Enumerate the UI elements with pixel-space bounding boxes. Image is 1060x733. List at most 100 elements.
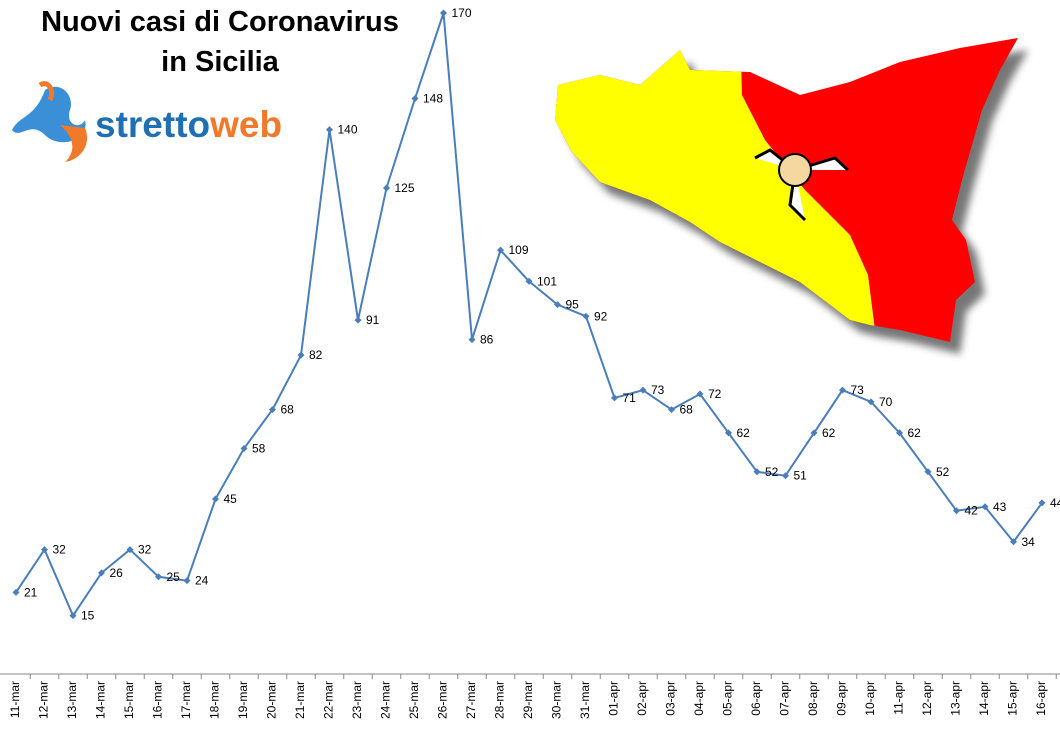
data-label: 82	[309, 348, 323, 362]
x-tick-label: 03-apr	[664, 681, 678, 716]
x-tick-label: 15-apr	[1006, 681, 1020, 716]
data-label: 170	[452, 6, 472, 20]
data-point	[354, 316, 362, 324]
x-tick-label: 09-apr	[835, 681, 849, 716]
data-label: 71	[623, 391, 637, 405]
x-tick-label: 16-apr	[1034, 681, 1048, 716]
data-point	[782, 472, 789, 480]
data-label: 68	[680, 403, 694, 417]
x-tick-label: 30-mar	[550, 681, 564, 719]
data-point	[269, 406, 276, 414]
logo-icon	[12, 81, 88, 162]
data-point	[525, 277, 533, 285]
x-tick-label: 25-mar	[407, 681, 421, 719]
data-point	[183, 577, 191, 585]
data-label: 86	[480, 333, 494, 347]
data-label: 15	[81, 609, 95, 623]
x-tick-label: 28-mar	[493, 681, 507, 719]
x-tick-label: 11-apr	[892, 681, 906, 715]
data-point	[411, 95, 419, 103]
x-tick-label: 11-mar	[8, 681, 22, 718]
x-tick-label: 27-mar	[464, 681, 478, 719]
data-label: 148	[423, 92, 443, 106]
x-tick-label: 14-apr	[977, 681, 991, 716]
data-label: 25	[167, 570, 181, 584]
data-point	[440, 9, 447, 17]
chart-title: Nuovi casi di Coronavirus in Sicilia	[41, 6, 399, 78]
data-label: 62	[737, 426, 751, 440]
logo-text: strettoweb	[95, 104, 282, 145]
data-label: 91	[366, 313, 380, 327]
data-point	[155, 573, 162, 581]
x-tick-label: 24-mar	[379, 681, 393, 719]
data-point	[554, 301, 561, 309]
data-point	[924, 468, 932, 476]
x-tick-label: 23-mar	[350, 681, 364, 719]
x-tick-label: 18-mar	[208, 681, 222, 719]
x-tick-label: 17-mar	[179, 681, 193, 719]
data-label: 70	[879, 395, 893, 409]
data-point	[810, 429, 818, 437]
data-point	[839, 386, 846, 394]
sicily-map	[555, 38, 1028, 354]
x-tick-label: 20-mar	[265, 681, 279, 719]
data-point	[326, 126, 333, 134]
x-tick-label: 04-apr	[692, 681, 706, 716]
data-label: 95	[566, 298, 580, 312]
data-point	[867, 398, 875, 406]
x-tick-label: 29-mar	[521, 681, 535, 719]
data-label: 42	[965, 504, 979, 518]
x-tick-label: 13-apr	[949, 681, 963, 716]
data-label: 26	[110, 566, 124, 580]
data-label: 109	[509, 243, 529, 257]
data-label: 73	[651, 383, 665, 397]
x-tick-label: 08-apr	[806, 681, 820, 716]
data-label: 43	[993, 500, 1007, 514]
x-tick-label: 12-apr	[920, 681, 934, 716]
data-point	[725, 429, 732, 437]
data-point	[69, 612, 77, 620]
data-label: 51	[794, 469, 808, 483]
data-point	[981, 503, 989, 511]
x-tick-label: 14-mar	[94, 681, 108, 719]
data-point	[126, 546, 134, 554]
x-tick-label: 01-apr	[607, 681, 621, 716]
data-label: 24	[195, 574, 209, 588]
data-point	[297, 351, 305, 359]
data-point	[896, 429, 903, 437]
data-label: 34	[1022, 535, 1036, 549]
data-point	[98, 569, 105, 577]
x-tick-label: 26-mar	[436, 681, 450, 719]
data-label: 92	[594, 309, 608, 323]
data-label: 125	[395, 181, 415, 195]
x-tick-label: 12-mar	[37, 681, 51, 719]
x-tick-label: 13-mar	[65, 681, 79, 719]
data-label: 58	[252, 441, 266, 455]
data-point	[953, 507, 960, 515]
data-label: 32	[138, 543, 152, 557]
data-label: 62	[822, 426, 836, 440]
data-point	[212, 495, 219, 503]
data-point	[468, 336, 476, 344]
x-tick-label: 22-mar	[322, 681, 336, 719]
data-label: 140	[338, 123, 358, 137]
x-tick-label: 06-apr	[749, 681, 763, 716]
data-label: 68	[281, 403, 295, 417]
data-label: 52	[765, 465, 779, 479]
data-point	[696, 390, 704, 398]
x-tick-label: 21-mar	[293, 681, 307, 719]
x-tick-label: 05-apr	[721, 681, 735, 716]
data-point	[639, 386, 647, 394]
data-label: 45	[224, 492, 238, 506]
x-tick-label: 07-apr	[778, 681, 792, 716]
x-tick-label: 31-mar	[578, 681, 592, 719]
data-label: 21	[24, 585, 38, 599]
data-point	[582, 312, 590, 320]
data-label: 72	[708, 387, 722, 401]
x-tick-label: 19-mar	[236, 681, 250, 719]
data-label: 32	[53, 543, 67, 557]
data-point	[240, 444, 248, 452]
data-point	[668, 406, 675, 414]
data-point	[41, 546, 48, 554]
